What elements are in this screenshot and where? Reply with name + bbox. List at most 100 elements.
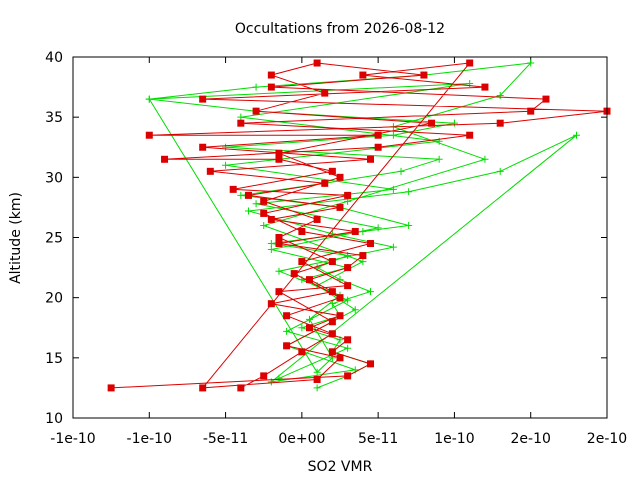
x-tick-label: 2e-10 <box>587 431 627 447</box>
data-point-plus <box>275 267 283 275</box>
data-point-square <box>260 372 268 380</box>
data-point-plus <box>496 92 504 100</box>
data-point-square <box>420 71 428 79</box>
x-tick-label: -1e-10 <box>127 431 172 447</box>
data-point-square <box>298 227 306 235</box>
data-point-square <box>244 191 252 199</box>
series-layer <box>107 59 611 392</box>
data-point-plus <box>222 143 230 151</box>
data-point-square <box>267 83 275 91</box>
data-point-plus <box>145 95 153 103</box>
data-point-square <box>542 95 550 103</box>
data-point-square <box>267 71 275 79</box>
data-point-square <box>267 215 275 223</box>
x-tick-label: 2e-10 <box>511 431 551 447</box>
data-point-square <box>344 282 352 290</box>
y-tick-label: 40 <box>45 50 63 66</box>
x-tick-label: 5e-11 <box>358 431 398 447</box>
data-point-plus <box>405 188 413 196</box>
data-point-plus <box>481 155 489 163</box>
data-point-plus <box>222 161 230 169</box>
data-point-square <box>336 173 344 181</box>
data-point-square <box>145 131 153 139</box>
data-point-square <box>237 119 245 127</box>
data-point-plus <box>367 288 375 296</box>
data-point-plus <box>283 327 291 335</box>
data-point-square <box>328 318 336 326</box>
data-point-square <box>321 179 329 187</box>
data-point-square <box>466 59 474 67</box>
data-point-square <box>336 312 344 320</box>
data-point-plus <box>313 368 321 376</box>
x-tick-label: -5e-11 <box>203 431 248 447</box>
y-tick-label: 20 <box>45 291 63 307</box>
y-axis-label: Altitude (km) <box>8 192 24 284</box>
data-point-square <box>298 258 306 266</box>
data-point-plus <box>344 197 352 205</box>
data-point-plus <box>374 224 382 232</box>
data-point-square <box>275 155 283 163</box>
y-tick-label: 10 <box>45 411 63 427</box>
data-point-plus <box>435 155 443 163</box>
data-point-square <box>283 342 291 350</box>
data-point-plus <box>450 119 458 127</box>
data-point-square <box>367 240 375 248</box>
data-point-plus <box>389 185 397 193</box>
data-point-square <box>107 384 115 392</box>
data-point-square <box>305 276 313 284</box>
data-point-square <box>252 107 260 115</box>
data-point-plus <box>313 384 321 392</box>
data-point-square <box>527 107 535 115</box>
data-point-square <box>496 119 504 127</box>
chart-title: Occultations from 2026-08-12 <box>235 21 445 37</box>
data-point-square <box>328 167 336 175</box>
data-point-plus <box>252 200 260 208</box>
data-point-square <box>481 83 489 91</box>
data-point-plus <box>305 315 313 323</box>
data-point-square <box>237 384 245 392</box>
data-point-square <box>275 240 283 248</box>
data-point-plus <box>328 300 336 308</box>
axis-ticks: -1e-10 -1e-10 -5e-11 0e+00 5e-11 1e-10 2e-10 2e… <box>45 50 627 447</box>
data-point-plus <box>252 83 260 91</box>
data-point-square <box>229 185 237 193</box>
data-point-square <box>359 252 367 260</box>
data-point-square <box>260 197 268 205</box>
data-point-square <box>313 59 321 67</box>
data-point-plus <box>344 296 352 304</box>
data-point-square <box>290 270 298 278</box>
data-point-plus <box>389 243 397 251</box>
data-point-square <box>328 330 336 338</box>
x-axis-label: SO2 VMR <box>308 459 373 475</box>
data-point-plus <box>344 344 352 352</box>
x-tick-label: -1e-10 <box>50 431 95 447</box>
data-point-plus <box>359 258 367 266</box>
data-point-square <box>260 209 268 217</box>
data-point-square <box>428 119 436 127</box>
data-point-square <box>328 288 336 296</box>
data-point-plus <box>260 221 268 229</box>
data-point-plus <box>397 167 405 175</box>
x-tick-label: 0e+00 <box>278 431 325 447</box>
data-point-plus <box>328 230 336 238</box>
data-point-square <box>374 131 382 139</box>
data-point-plus <box>267 240 275 248</box>
data-point-square <box>275 149 283 157</box>
data-point-plus <box>572 131 580 139</box>
data-point-square <box>267 300 275 308</box>
plot-frame <box>72 56 608 419</box>
data-point-plus <box>275 374 283 382</box>
data-point-plus <box>328 354 336 362</box>
data-point-square <box>466 131 474 139</box>
data-point-square <box>351 227 359 235</box>
data-point-plus <box>496 167 504 175</box>
data-point-plus <box>237 191 245 199</box>
data-point-plus <box>267 246 275 254</box>
series-2 <box>107 59 611 392</box>
data-point-square <box>313 375 321 383</box>
x-tick-label: 1e-10 <box>434 431 474 447</box>
data-point-square <box>336 294 344 302</box>
data-point-square <box>313 215 321 223</box>
data-point-square <box>206 167 214 175</box>
